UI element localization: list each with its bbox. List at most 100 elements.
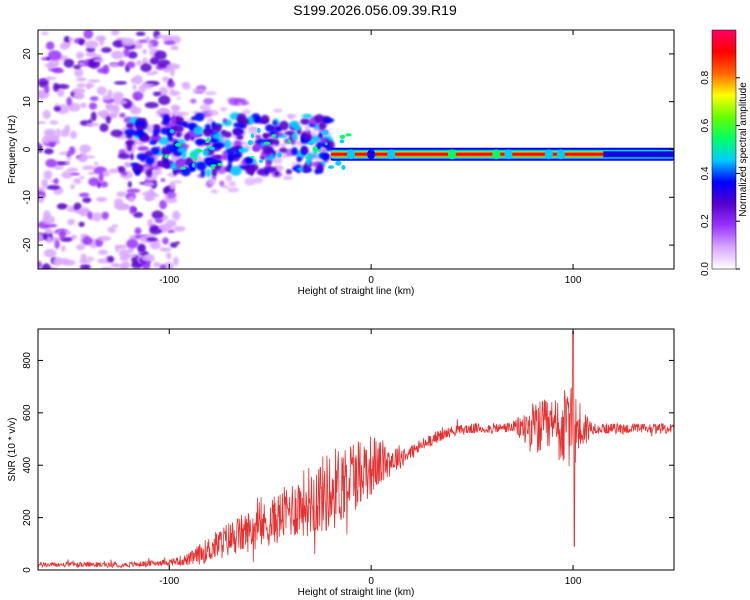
heatmap-blob: [98, 172, 104, 183]
heatmap-blob: [73, 64, 81, 70]
heatmap-blob: [207, 109, 219, 116]
heatmap-blob: [155, 34, 166, 39]
heatmap-blob: [139, 235, 153, 244]
heatmap-hotspot: [341, 165, 346, 170]
top-xtick-label: 100: [565, 275, 582, 286]
bottom-ytick-label: 800: [22, 352, 33, 369]
heatmap-blob: [96, 86, 107, 95]
heatmap-blob: [53, 178, 59, 185]
heatmap-blob: [109, 62, 119, 68]
heatmap-blob: [49, 120, 58, 125]
heatmap-blob: [41, 263, 51, 269]
heatmap-blob: [55, 128, 61, 138]
bottom-ytick-label: 600: [22, 404, 33, 421]
heatmap-blob: [199, 104, 211, 112]
heatmap-blob: [101, 47, 112, 53]
heatmap-blob: [217, 137, 223, 144]
heatmap-blob: [82, 236, 93, 246]
ridge-tail: [603, 151, 674, 158]
heatmap-hotspot: [196, 149, 203, 153]
top-yaxis-label: Frequency (Hz): [7, 115, 18, 184]
heatmap-blob: [73, 178, 82, 184]
heatmap-hotspot: [190, 152, 194, 158]
heatmap-blob: [38, 144, 43, 153]
heatmap-blob: [107, 89, 113, 98]
heatmap-blob: [160, 127, 171, 135]
heatmap-blob: [181, 149, 187, 160]
heatmap-blob: [152, 91, 162, 97]
heatmap-blob: [253, 177, 264, 184]
heatmap-blob: [99, 123, 109, 132]
heatmap-blob: [65, 161, 70, 165]
heatmap-blob: [43, 170, 53, 180]
heatmap-blob: [79, 144, 92, 154]
heatmap-blob: [88, 102, 98, 110]
heatmap-hotspot: [287, 139, 292, 144]
heatmap-blob: [70, 184, 75, 190]
ridge-node: [367, 149, 376, 160]
heatmap-hotspot: [335, 160, 342, 166]
heatmap-blob: [105, 115, 111, 124]
heatmap-blob: [134, 227, 142, 235]
heatmap-blob: [54, 240, 60, 249]
heatmap-blob: [227, 155, 233, 165]
heatmap-blob: [139, 135, 151, 142]
heatmap-blob: [172, 109, 179, 114]
heatmap-blob: [142, 191, 155, 197]
heatmap-blob: [151, 210, 164, 220]
heatmap-blob: [66, 96, 73, 106]
heatmap-blob: [279, 147, 288, 153]
ridge-node: [387, 149, 396, 160]
heatmap-blob: [222, 150, 229, 161]
heatmap-blob: [271, 156, 283, 164]
heatmap-blob: [153, 261, 161, 268]
heatmap-blob: [129, 153, 134, 161]
heatmap-blob: [80, 102, 87, 109]
heatmap-blob: [70, 234, 77, 240]
heatmap-blob: [38, 232, 44, 242]
heatmap-blob: [262, 133, 272, 138]
heatmap-blob: [110, 129, 123, 137]
heatmap-blob: [125, 122, 134, 129]
bottom-ytick-label: 400: [22, 456, 33, 473]
heatmap-blob: [210, 189, 219, 194]
heatmap-blob: [158, 107, 169, 115]
heatmap-hotspot: [257, 127, 261, 134]
heatmap-blob: [148, 42, 154, 50]
heatmap-blob: [204, 91, 217, 96]
bottom-ytick-label: 200: [22, 509, 33, 526]
heatmap-blob: [153, 128, 159, 137]
heatmap-blob: [74, 209, 88, 214]
heatmap-hotspot: [191, 162, 196, 168]
heatmap-blob: [68, 37, 74, 41]
heatmap-blob: [129, 105, 138, 115]
heatmap-blob: [203, 127, 213, 137]
heatmap-blob: [76, 77, 87, 82]
heatmap-blob: [191, 116, 198, 121]
heatmap-hotspot: [205, 140, 210, 143]
heatmap-blob: [176, 96, 181, 100]
heatmap-blob: [61, 245, 66, 252]
heatmap-blob: [193, 126, 204, 136]
heatmap-hotspot: [345, 133, 352, 137]
heatmap-blob: [154, 50, 167, 60]
heatmap-blob: [45, 227, 52, 235]
heatmap-blob: [126, 238, 139, 249]
heatmap-blob: [137, 243, 146, 253]
ridge-node: [492, 149, 501, 160]
heatmap-blob: [149, 140, 157, 146]
heatmap-blob: [227, 187, 239, 193]
heatmap-blob: [112, 104, 120, 114]
heatmap-blob: [117, 153, 131, 160]
heatmap-blob: [175, 241, 180, 245]
heatmap-blob: [70, 172, 81, 176]
heatmap-blob: [288, 114, 293, 120]
heatmap-blob: [310, 135, 320, 143]
heatmap-blob: [158, 166, 162, 171]
heatmap-blob: [59, 42, 69, 50]
heatmap-blob: [119, 254, 130, 262]
heatmap-blob: [220, 129, 227, 135]
heatmap-blob: [273, 108, 283, 113]
heatmap-blob: [77, 83, 86, 88]
heatmap-blob: [272, 120, 277, 125]
